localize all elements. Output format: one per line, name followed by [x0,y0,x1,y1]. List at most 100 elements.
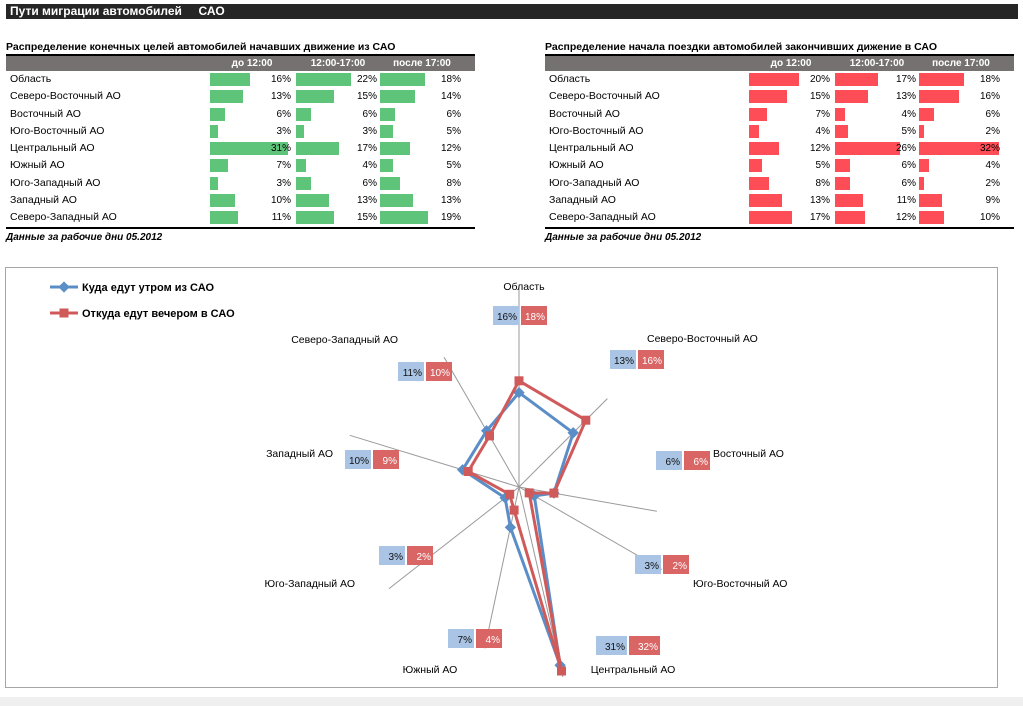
value-cell: 11% [210,211,293,225]
legend-label: Куда едут утром из САО [82,282,215,294]
value-cell: 19% [380,211,463,225]
percent-value: 13% [809,195,830,207]
row-label: Восточный АО [10,107,81,120]
value-cell: 13% [749,194,832,208]
percent-value: 6% [901,177,916,189]
table-footnote: Данные за рабочие дни 05.2012 [545,231,702,243]
radar-spoke [443,356,520,488]
value-cell: 13% [380,194,463,208]
value-cell: 8% [749,176,832,190]
data-label: 4% [486,635,501,646]
value-cell: 13% [296,194,379,208]
percent-value: 15% [356,91,377,103]
percent-value: 4% [985,160,1000,172]
row-label: Восточный АО [549,107,620,120]
row-label: Южный АО [549,159,604,172]
radar-chart: Область Северо-Восточный АО Восточный АО Юг… [5,267,998,688]
percent-value: 6% [446,108,461,120]
percent-value: 6% [901,160,916,172]
data-bar [749,90,787,104]
column-header: после 17:00 [932,58,990,69]
percent-value: 11% [271,212,291,224]
data-bar [296,73,352,86]
data-bar [749,159,762,173]
data-bar [210,194,236,208]
percent-value: 6% [276,108,291,120]
table-row: Южный АО 5% 6% 4% [545,157,1014,174]
row-label: Центральный АО [549,142,634,155]
data-label-box [684,451,710,470]
value-cell: 6% [380,107,463,121]
percent-value: 13% [895,91,916,103]
table-row: Северо-Восточный АО 15% 13% 16% [545,88,1014,105]
data-label: 6% [666,457,681,468]
percent-value: 7% [276,160,291,172]
value-cell: 26% [835,142,918,156]
row-label: Южный АО [10,159,65,172]
row-label: Область [549,73,591,85]
data-label: 9% [383,456,398,467]
data-bar [749,142,780,156]
value-cell: 6% [210,107,293,121]
data-bar [296,142,339,156]
table-row: Западный АО 13% 11% 9% [545,192,1014,209]
percent-value: 22% [356,74,377,85]
table-row: Юго-Восточный АО 4% 5% 2% [545,123,1014,140]
value-cell: 10% [919,211,1002,225]
data-label-box [638,350,664,369]
data-bar [749,73,800,86]
series-marker [509,505,519,515]
data-bar [835,90,868,104]
percent-value: 13% [356,195,377,207]
percent-value: 2% [985,125,1000,137]
data-label-box [610,350,636,369]
percent-value: 10% [270,195,291,207]
data-bar [380,107,396,121]
percent-value: 15% [356,212,377,224]
value-cell: 12% [749,142,832,156]
value-cell: 3% [296,124,379,138]
series-line [466,379,588,673]
table-row: Восточный АО 6% 6% 6% [6,106,475,123]
sheet-bottom-strip [0,697,1023,706]
value-cell: 4% [835,107,918,121]
percent-value: 32% [979,143,1000,155]
percent-value: 2% [985,177,1000,189]
data-bar [919,90,960,104]
table-title: Распределение начала поездки автомобилей… [545,41,938,53]
value-cell: 6% [919,107,1002,121]
column-header: до 12:00 [770,58,812,69]
data-label-box [476,629,502,648]
value-cell: 4% [749,124,832,138]
percent-value: 18% [440,74,461,85]
value-cell: 18% [380,73,463,86]
row-label: Западный АО [549,194,616,207]
value-cell: 6% [296,176,379,190]
value-cell: 16% [919,90,1002,104]
data-bar [380,90,416,104]
row-label: Северо-Восточный АО [10,90,121,103]
data-label: 31% [605,642,625,653]
value-cell: 6% [835,159,918,173]
data-bar [749,194,782,208]
table-row: Восточный АО 7% 4% 6% [545,106,1014,123]
series-marker [557,666,566,676]
origins-table: Распределение начала поездки автомобилей… [545,41,1014,243]
data-bar [210,90,243,104]
percent-value: 26% [895,143,916,155]
data-bar [380,142,411,156]
table-row: Северо-Западный АО 17% 12% 10% [545,209,1014,226]
value-cell: 2% [919,176,1002,190]
value-cell: 17% [835,73,918,86]
percent-value: 4% [815,125,830,137]
data-bar [296,90,334,104]
value-cell: 5% [749,159,832,173]
percent-value: 3% [276,125,291,137]
data-bar [296,107,312,121]
table-bottom-rule [545,226,1014,229]
table-row: Область 16% 22% 18% [6,71,475,88]
percent-value: 19% [440,212,461,224]
series-marker [524,488,534,498]
table-row: Юго-Западный АО 8% 6% 2% [545,175,1014,192]
row-label: Юго-Западный АО [10,176,101,189]
